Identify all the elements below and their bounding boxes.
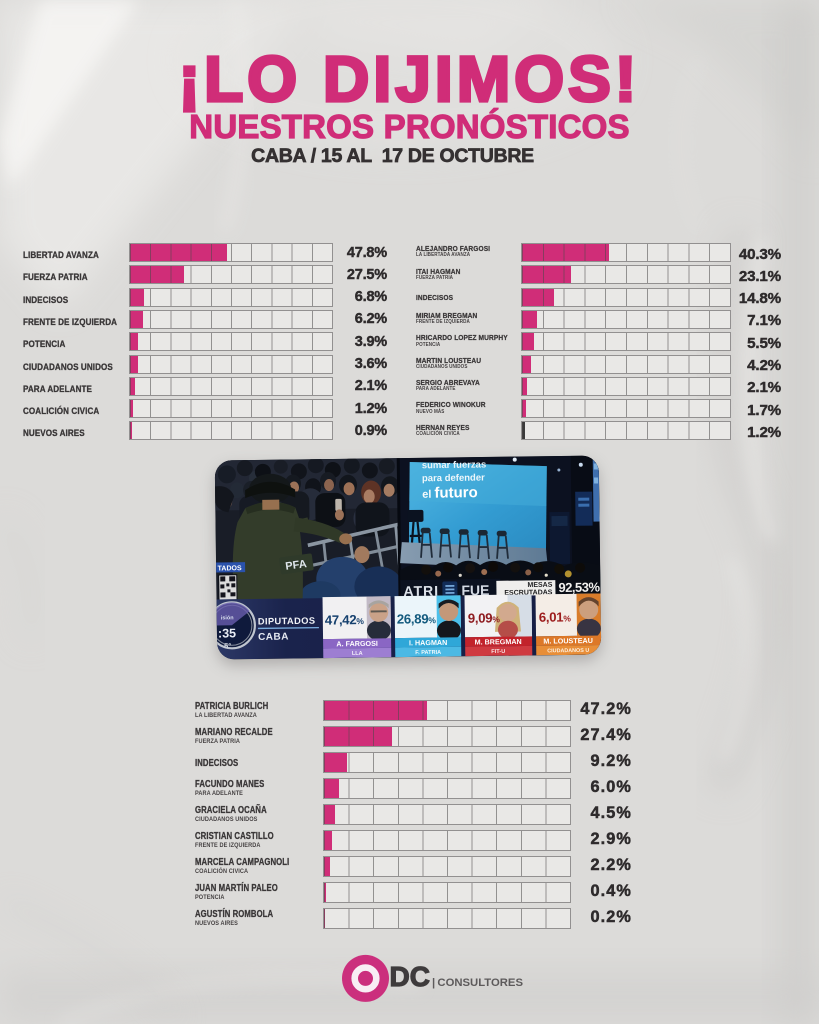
- svg-text:6,01%: 6,01%: [539, 609, 572, 624]
- svg-text:M. LOUSTEAU: M. LOUSTEAU: [543, 636, 593, 646]
- svg-text:26,89%: 26,89%: [397, 611, 437, 627]
- svg-text:ESCRUTADAS: ESCRUTADAS: [504, 589, 553, 597]
- svg-text:isión: isión: [221, 615, 235, 621]
- svg-text:47,42%: 47,42%: [325, 612, 365, 628]
- svg-text:DIPUTADOS: DIPUTADOS: [258, 616, 316, 627]
- svg-text:FUE: FUE: [461, 582, 489, 598]
- svg-text:sumar fuerzas: sumar fuerzas: [422, 459, 487, 471]
- svg-text:F. PATRIA: F. PATRIA: [415, 650, 441, 656]
- svg-text:para defender: para defender: [422, 472, 485, 484]
- svg-text:LLA: LLA: [352, 651, 363, 657]
- svg-text:M. BREGMAN: M. BREGMAN: [474, 637, 521, 647]
- svg-text::35: :35: [218, 626, 236, 640]
- svg-text:5°: 5°: [224, 641, 231, 650]
- svg-text:CABA: CABA: [258, 632, 289, 643]
- svg-text:ATRI: ATRI: [403, 583, 439, 599]
- svg-text:MESAS: MESAS: [527, 582, 552, 589]
- svg-text:TADOS: TADOS: [218, 565, 242, 572]
- svg-text:el futuro: el futuro: [422, 484, 478, 502]
- svg-text:9,09%: 9,09%: [468, 610, 501, 625]
- svg-text:PFA: PFA: [285, 558, 308, 573]
- svg-text:CIUDADANOS U: CIUDADANOS U: [547, 648, 589, 655]
- svg-text:A. FARGOSI: A. FARGOSI: [336, 639, 378, 649]
- svg-text:I. HAGMAN: I. HAGMAN: [409, 638, 447, 648]
- svg-text:FIT-U: FIT-U: [491, 649, 505, 655]
- svg-text:92,53%: 92,53%: [558, 579, 600, 595]
